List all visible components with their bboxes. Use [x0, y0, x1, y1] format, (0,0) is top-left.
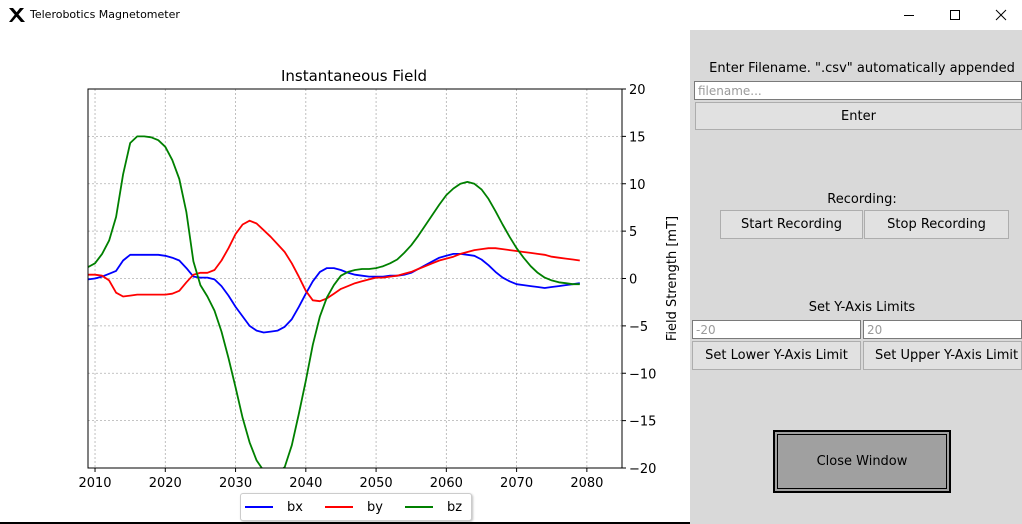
legend-label-by: by [367, 499, 383, 515]
y-axis-limits-label: Set Y-Axis Limits [808, 300, 916, 315]
x-tick-label: 2020 [149, 476, 182, 491]
y-tick-label: 10 [629, 178, 646, 193]
control-panel: Enter Filename. ".csv" automatically app… [690, 30, 1022, 524]
legend-item-bx: bx [245, 494, 303, 520]
series-lines [88, 135, 580, 468]
legend-label-bx: bx [287, 499, 303, 515]
y-tick-label: 0 [629, 273, 637, 288]
set-upper-limit-button[interactable]: Set Upper Y-Axis Limit [863, 341, 1022, 370]
start-recording-button[interactable]: Start Recording [720, 210, 863, 239]
y-tick-label: 20 [629, 83, 646, 98]
set-lower-limit-button[interactable]: Set Lower Y-Axis Limit [692, 341, 861, 370]
series-line-by [88, 219, 580, 303]
chart-legend: bx by bz [240, 493, 472, 521]
chart-title: Instantaneous Field [281, 67, 427, 85]
filename-input[interactable] [694, 81, 1022, 100]
y-tick-label: −10 [629, 367, 656, 382]
upper-limit-input[interactable] [863, 320, 1022, 339]
y-tick-label: −15 [629, 415, 656, 430]
title-bar: Telerobotics Magnetometer [0, 0, 1022, 30]
legend-label-bz: bz [447, 499, 463, 515]
recording-label: Recording: [827, 192, 897, 207]
x-logo-icon [9, 8, 25, 22]
y-tick-label: 5 [629, 225, 637, 240]
grid-lines [88, 88, 622, 469]
close-window-label: Close Window [816, 454, 908, 469]
y-tick-label: −20 [629, 462, 656, 477]
close-icon [995, 9, 1007, 21]
maximize-icon [950, 10, 960, 20]
lower-limit-input[interactable] [692, 320, 861, 339]
series-line-bz [88, 135, 580, 468]
legend-swatch-bz [405, 506, 433, 508]
x-tick-label: 2050 [360, 476, 393, 491]
minimize-button[interactable] [886, 0, 932, 30]
maximize-button[interactable] [932, 0, 978, 30]
x-tick-label: 2040 [289, 476, 322, 491]
x-tick-label: 2030 [219, 476, 252, 491]
x-tick-label: 2060 [430, 476, 463, 491]
x-tick-label: 2010 [78, 476, 111, 491]
stop-recording-button[interactable]: Stop Recording [864, 210, 1009, 239]
x-tick-label: 2080 [570, 476, 603, 491]
legend-swatch-bx [245, 506, 273, 508]
y-tick-label: 15 [629, 130, 646, 145]
chart-figure: Instantaneous Field 2010 2020 2030 2040 2050… [0, 30, 690, 524]
close-window-button[interactable]: Close Window [773, 430, 951, 493]
window-title: Telerobotics Magnetometer [30, 8, 180, 21]
minimize-icon [904, 15, 914, 16]
series-line-bx [88, 252, 580, 334]
close-button[interactable] [978, 0, 1022, 30]
bottom-border [0, 522, 690, 524]
axis-ticks: 2010 2020 2030 2040 2050 2060 2070 2080−20−15−1… [78, 83, 656, 491]
filename-label: Enter Filename. ".csv" automatically app… [709, 61, 1015, 76]
legend-item-bz: bz [405, 494, 462, 520]
enter-button[interactable]: Enter [695, 102, 1022, 130]
field-chart: Instantaneous Field 2010 2020 2030 2040 2050… [78, 67, 680, 491]
y-axis-label: Field Strength [mT] [665, 216, 680, 341]
x-tick-label: 2070 [500, 476, 533, 491]
y-tick-label: −5 [629, 320, 648, 335]
legend-swatch-by [325, 506, 353, 508]
legend-item-by: by [325, 494, 383, 520]
